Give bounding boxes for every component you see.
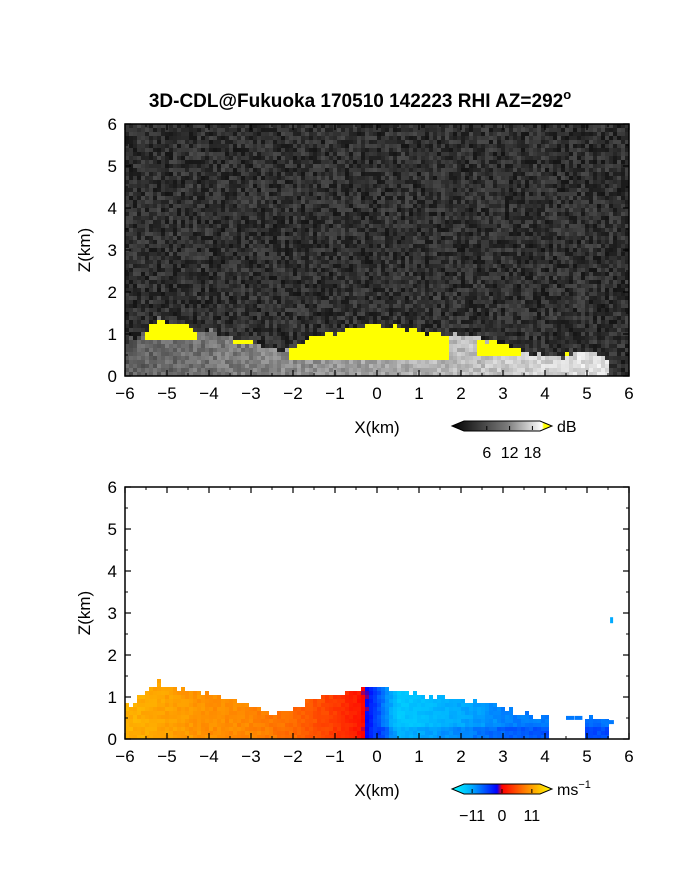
reflectivity-xtick-label: −4 bbox=[199, 384, 218, 403]
velocity-colorbar: −11 0 11 ms−1 bbox=[450, 779, 591, 825]
reflectivity-noise bbox=[125, 124, 629, 376]
reflectivity-plot bbox=[125, 124, 629, 376]
reflectivity-xtick-label: −2 bbox=[283, 384, 302, 403]
velocity-xtick-label: −2 bbox=[283, 747, 302, 766]
velocity-xtick-label: 0 bbox=[372, 747, 381, 766]
velocity-unit-text: ms bbox=[557, 782, 578, 799]
reflectivity-colorbar-bar bbox=[450, 420, 554, 432]
reflectivity-xtick-label: −5 bbox=[157, 384, 176, 403]
reflectivity-xtick-label: 2 bbox=[456, 384, 465, 403]
velocity-ytick-label: 5 bbox=[108, 520, 117, 539]
reflectivity-xtick-label: −3 bbox=[241, 384, 260, 403]
reflectivity-xtick-label: 5 bbox=[582, 384, 591, 403]
velocity-colorbar-tick-label: 11 bbox=[524, 808, 541, 825]
reflectivity-xlabel: X(km) bbox=[354, 418, 399, 437]
velocity-ytick-label: 6 bbox=[108, 478, 117, 497]
velocity-xtick-label: 1 bbox=[414, 747, 423, 766]
velocity-ytick-label: 1 bbox=[108, 688, 117, 707]
velocity-xtick-label: 3 bbox=[498, 747, 507, 766]
velocity-colorbar-unit: ms−1 bbox=[557, 779, 591, 799]
reflectivity-ytick-label: 2 bbox=[108, 283, 117, 302]
velocity-xtick-label: 6 bbox=[624, 747, 633, 766]
reflectivity-ytick-label: 0 bbox=[108, 367, 117, 386]
velocity-ytick-label: 2 bbox=[108, 646, 117, 665]
reflectivity-xtick-label: −1 bbox=[325, 384, 344, 403]
velocity-ticks: −6 −5 −4 −3 −2 −1 0 1 2 3 4 5 6 0 1 2 3 4 5 6 bbox=[108, 478, 634, 766]
velocity-xtick-label: −3 bbox=[241, 747, 260, 766]
reflectivity-colorbar-tick-label: 18 bbox=[524, 445, 542, 462]
velocity-ytick-label: 0 bbox=[108, 730, 117, 749]
velocity-xtick-label: −6 bbox=[115, 747, 134, 766]
velocity-ylabel: Z(km) bbox=[75, 591, 94, 635]
velocity-xtick-label: 4 bbox=[540, 747, 549, 766]
reflectivity-xtick-label: 0 bbox=[372, 384, 381, 403]
reflectivity-colorbar-tick-label: 12 bbox=[501, 445, 519, 462]
reflectivity-xtick-label: 6 bbox=[624, 384, 633, 403]
velocity-xtick-label: 2 bbox=[456, 747, 465, 766]
reflectivity-xtick-label: 4 bbox=[540, 384, 549, 403]
reflectivity-echo bbox=[125, 316, 609, 376]
velocity-plot bbox=[125, 617, 614, 739]
velocity-ytick-label: 3 bbox=[108, 604, 117, 623]
reflectivity-ylabel: Z(km) bbox=[75, 228, 94, 272]
reflectivity-ytick-label: 5 bbox=[108, 157, 117, 176]
velocity-xlabel: X(km) bbox=[354, 781, 399, 800]
reflectivity-ytick-label: 1 bbox=[108, 325, 117, 344]
reflectivity-colorbar-ticks: 6 12 18 bbox=[482, 426, 541, 462]
title-superscript: o bbox=[563, 87, 571, 102]
reflectivity-colorbar-tick-label: 6 bbox=[482, 445, 491, 462]
velocity-xtick-label: −1 bbox=[325, 747, 344, 766]
reflectivity-xtick-label: −6 bbox=[115, 384, 134, 403]
figure-title: 3D-CDL@Fukuoka 170510 142223 RHI AZ=292o bbox=[149, 87, 571, 112]
reflectivity-xtick-label: 1 bbox=[414, 384, 423, 403]
velocity-xtick-label: −4 bbox=[199, 747, 218, 766]
velocity-colorbar-ticks: −11 0 11 bbox=[459, 789, 540, 825]
velocity-unit-superscript: −1 bbox=[578, 779, 591, 791]
velocity-ytick-label: 4 bbox=[108, 562, 117, 581]
velocity-panel: −6 −5 −4 −3 −2 −1 0 1 2 3 4 5 6 0 1 2 3 4 5 6 X(km) Z(km) −… bbox=[75, 478, 634, 825]
reflectivity-ytick-label: 3 bbox=[108, 241, 117, 260]
velocity-colorbar-tick-label: 0 bbox=[498, 808, 507, 825]
isolated-return bbox=[610, 617, 614, 624]
reflectivity-ticks: −6 −5 −4 −3 −2 −1 0 1 2 3 4 5 6 0 1 2 3 4 5 6 bbox=[108, 115, 634, 403]
velocity-xtick-label: −5 bbox=[157, 747, 176, 766]
velocity-echo bbox=[125, 679, 614, 739]
reflectivity-xtick-label: 3 bbox=[498, 384, 507, 403]
velocity-colorbar-tick-label: −11 bbox=[459, 808, 485, 825]
reflectivity-colorbar-unit: dB bbox=[557, 419, 577, 436]
velocity-xtick-label: 5 bbox=[582, 747, 591, 766]
reflectivity-ytick-label: 4 bbox=[108, 199, 117, 218]
title-text: 3D-CDL@Fukuoka 170510 142223 RHI AZ=292 bbox=[149, 91, 563, 112]
reflectivity-colorbar: 6 12 18 dB bbox=[450, 419, 577, 462]
reflectivity-ytick-label: 6 bbox=[108, 115, 117, 134]
